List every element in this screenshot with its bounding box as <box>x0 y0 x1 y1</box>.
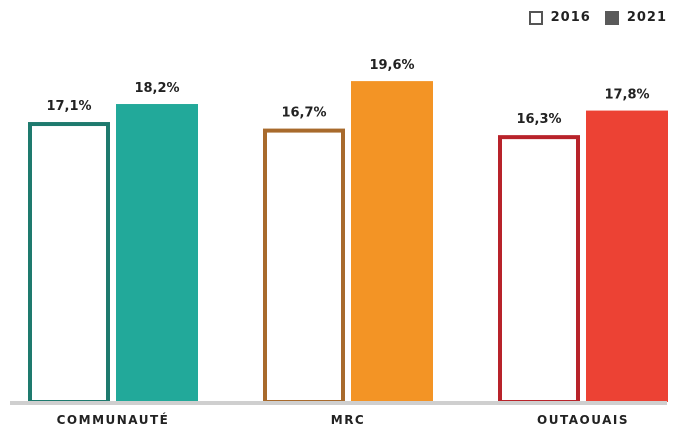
chart-legend: 2016 2021 <box>515 10 667 25</box>
data-label-2016-outaouais: 16,3% <box>516 112 561 127</box>
bar-2016-mrc <box>263 128 345 404</box>
bar-2016-outaouais <box>498 135 580 404</box>
data-label-2016-mrc: 16,7% <box>281 106 326 121</box>
legend-label-2016: 2016 <box>550 10 591 25</box>
legend-swatch-2021 <box>604 10 619 25</box>
data-label-2021-communaut: 18,2% <box>134 81 179 96</box>
legend-item-2016: 2016 <box>528 10 591 25</box>
category-label-mrc: MRC <box>331 413 366 427</box>
legend-item-2021: 2021 <box>604 10 667 25</box>
bar-2021-outaouais <box>586 110 668 402</box>
legend-label-2021: 2021 <box>626 10 667 25</box>
bar-2021-communaut <box>116 104 198 403</box>
data-label-2021-mrc: 19,6% <box>369 58 414 73</box>
bar-2016-communaut <box>28 122 110 405</box>
category-label-outaouais: OUTAOUAIS <box>537 413 629 427</box>
category-label-communaut: COMMUNAUTÉ <box>57 412 170 427</box>
bar-2021-mrc <box>351 81 433 402</box>
data-label-2016-communaut: 17,1% <box>46 99 91 114</box>
legend-swatch-2016 <box>528 10 543 25</box>
data-label-2021-outaouais: 17,8% <box>604 88 649 103</box>
